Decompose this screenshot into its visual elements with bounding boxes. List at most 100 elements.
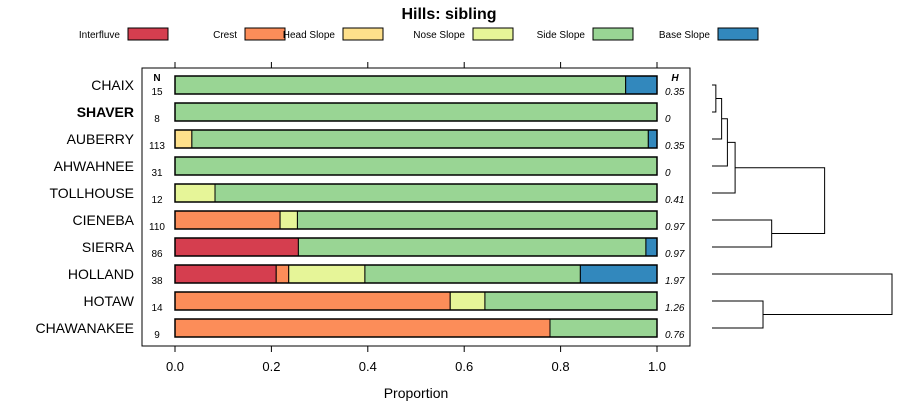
bar-holland-interfluve — [174, 264, 277, 284]
n-value-sierra: 86 — [151, 249, 163, 260]
dendrogram-branch — [712, 98, 723, 140]
bar-holland-crest — [275, 264, 290, 284]
dendrogram-branch — [712, 273, 893, 315]
bar-hotaw-side-slope — [484, 291, 658, 311]
bars — [174, 75, 658, 338]
legend-label-interfluve: Interfluve — [79, 30, 121, 41]
chart-title: Hills: sibling — [401, 6, 496, 23]
bar-outline-holland — [174, 264, 658, 284]
row-label-tollhouse: TOLLHOUSE — [49, 185, 134, 201]
bar-outline-shaver — [174, 102, 658, 122]
bar-tollhouse-side-slope — [214, 183, 658, 203]
h-value-sierra: 0.97 — [665, 249, 685, 260]
dendrogram-branch — [712, 118, 728, 167]
dendrogram-branch — [712, 219, 773, 248]
n-value-chaix: 15 — [151, 87, 163, 98]
x-tick-label: 1.0 — [648, 359, 666, 374]
bar-cieneba-crest — [174, 210, 281, 230]
h-value-holland: 1.97 — [665, 276, 685, 287]
bar-auberry-side-slope — [191, 129, 649, 149]
bar-sierra-side-slope — [297, 237, 647, 257]
dendrogram — [712, 84, 893, 329]
legend-swatch-crest — [244, 27, 286, 41]
row-label-hotaw: HOTAW — [83, 293, 134, 309]
legend-swatch-base-slope — [717, 27, 759, 41]
row-label-chawanakee: CHAWANAKEE — [35, 320, 134, 336]
bar-outline-ahwahnee — [174, 156, 658, 176]
n-value-ahwahnee: 31 — [151, 168, 163, 179]
legend-swatch-side-slope — [592, 27, 634, 41]
bar-outline-sierra — [174, 237, 658, 257]
h-value-chaix: 0.35 — [665, 87, 685, 98]
bar-cieneba-nose-slope — [279, 210, 298, 230]
x-tick-label: 0.4 — [359, 359, 377, 374]
row-label-cieneba: CIENEBA — [73, 212, 135, 228]
row-label-auberry: AUBERRY — [67, 131, 135, 147]
bar-holland-side-slope — [364, 264, 581, 284]
bar-shaver-side-slope — [174, 102, 658, 122]
bar-chaix-side-slope — [174, 75, 627, 95]
bar-auberry-head-slope — [174, 129, 193, 149]
row-label-ahwahnee: AHWAHNEE — [54, 158, 134, 174]
legend-label-side-slope: Side Slope — [537, 30, 586, 41]
plot-frame — [141, 67, 691, 347]
bar-outline-chawanakee — [174, 318, 658, 338]
dendrogram-branch — [712, 300, 764, 329]
x-tick-label: 0.6 — [455, 359, 473, 374]
bar-cieneba-side-slope — [296, 210, 658, 230]
bar-holland-nose-slope — [288, 264, 366, 284]
n-value-hotaw: 14 — [151, 303, 163, 314]
bar-holland-base-slope — [579, 264, 658, 284]
bar-hotaw-crest — [174, 291, 451, 311]
bar-tollhouse-nose-slope — [174, 183, 216, 203]
h-value-chawanakee: 0.76 — [665, 330, 685, 341]
n-value-chawanakee: 9 — [154, 330, 160, 341]
legend-label-base-slope: Base Slope — [659, 30, 711, 41]
bar-outline-auberry — [174, 129, 658, 149]
bar-outline-cieneba — [174, 210, 658, 230]
dendrogram-branch — [735, 167, 826, 234]
row-label-holland: HOLLAND — [68, 266, 134, 282]
h-value-hotaw: 1.26 — [665, 303, 685, 314]
bar-hotaw-nose-slope — [449, 291, 486, 311]
bar-chawanakee-side-slope — [549, 318, 658, 338]
n-value-auberry: 113 — [149, 141, 165, 152]
bar-outline-tollhouse — [174, 183, 658, 203]
dendrogram-branch — [712, 141, 736, 194]
legend-label-crest: Crest — [213, 30, 237, 41]
n-column-header: N — [153, 73, 160, 84]
h-value-ahwahnee: 0 — [665, 168, 671, 179]
bar-sierra-interfluve — [174, 237, 299, 257]
bar-chawanakee-crest — [174, 318, 551, 338]
h-value-tollhouse: 0.41 — [665, 195, 684, 206]
legend-swatch-head-slope — [342, 27, 384, 41]
legend-label-head-slope: Head Slope — [283, 30, 336, 41]
legend: Interfluve Crest Head Slope Nose Slope Side … — [79, 27, 759, 41]
row-label-shaver: SHAVER — [77, 104, 134, 120]
n-value-tollhouse: 12 — [151, 195, 163, 206]
row-text: CHAIX 15 0.35 SHAVER 8 0 AUBERRY 113 0.35 AHWAHNE… — [35, 77, 684, 341]
x-axis-label: Proportion — [384, 385, 449, 401]
n-value-holland: 38 — [151, 276, 163, 287]
h-value-auberry: 0.35 — [665, 141, 685, 152]
row-label-chaix: CHAIX — [91, 77, 134, 93]
h-value-shaver: 0 — [665, 114, 671, 125]
bar-chaix-base-slope — [625, 75, 658, 95]
bar-ahwahnee-side-slope — [174, 156, 658, 176]
legend-swatch-nose-slope — [472, 27, 514, 41]
x-tick-label: 0.0 — [166, 359, 184, 374]
bar-auberry-base-slope — [647, 129, 658, 149]
x-axis: 0.0 0.2 0.4 0.6 0.8 1.0 — [166, 62, 666, 374]
x-tick-label: 0.2 — [262, 359, 280, 374]
h-column-header: H — [671, 73, 679, 84]
row-label-sierra: SIERRA — [82, 239, 135, 255]
bar-outline-chaix — [174, 75, 658, 95]
h-value-cieneba: 0.97 — [665, 222, 685, 233]
legend-label-nose-slope: Nose Slope — [413, 30, 465, 41]
bar-outline-hotaw — [174, 291, 658, 311]
x-tick-label: 0.8 — [552, 359, 570, 374]
n-value-shaver: 8 — [154, 114, 160, 125]
dendrogram-branch — [712, 84, 717, 113]
bar-sierra-base-slope — [645, 237, 658, 257]
